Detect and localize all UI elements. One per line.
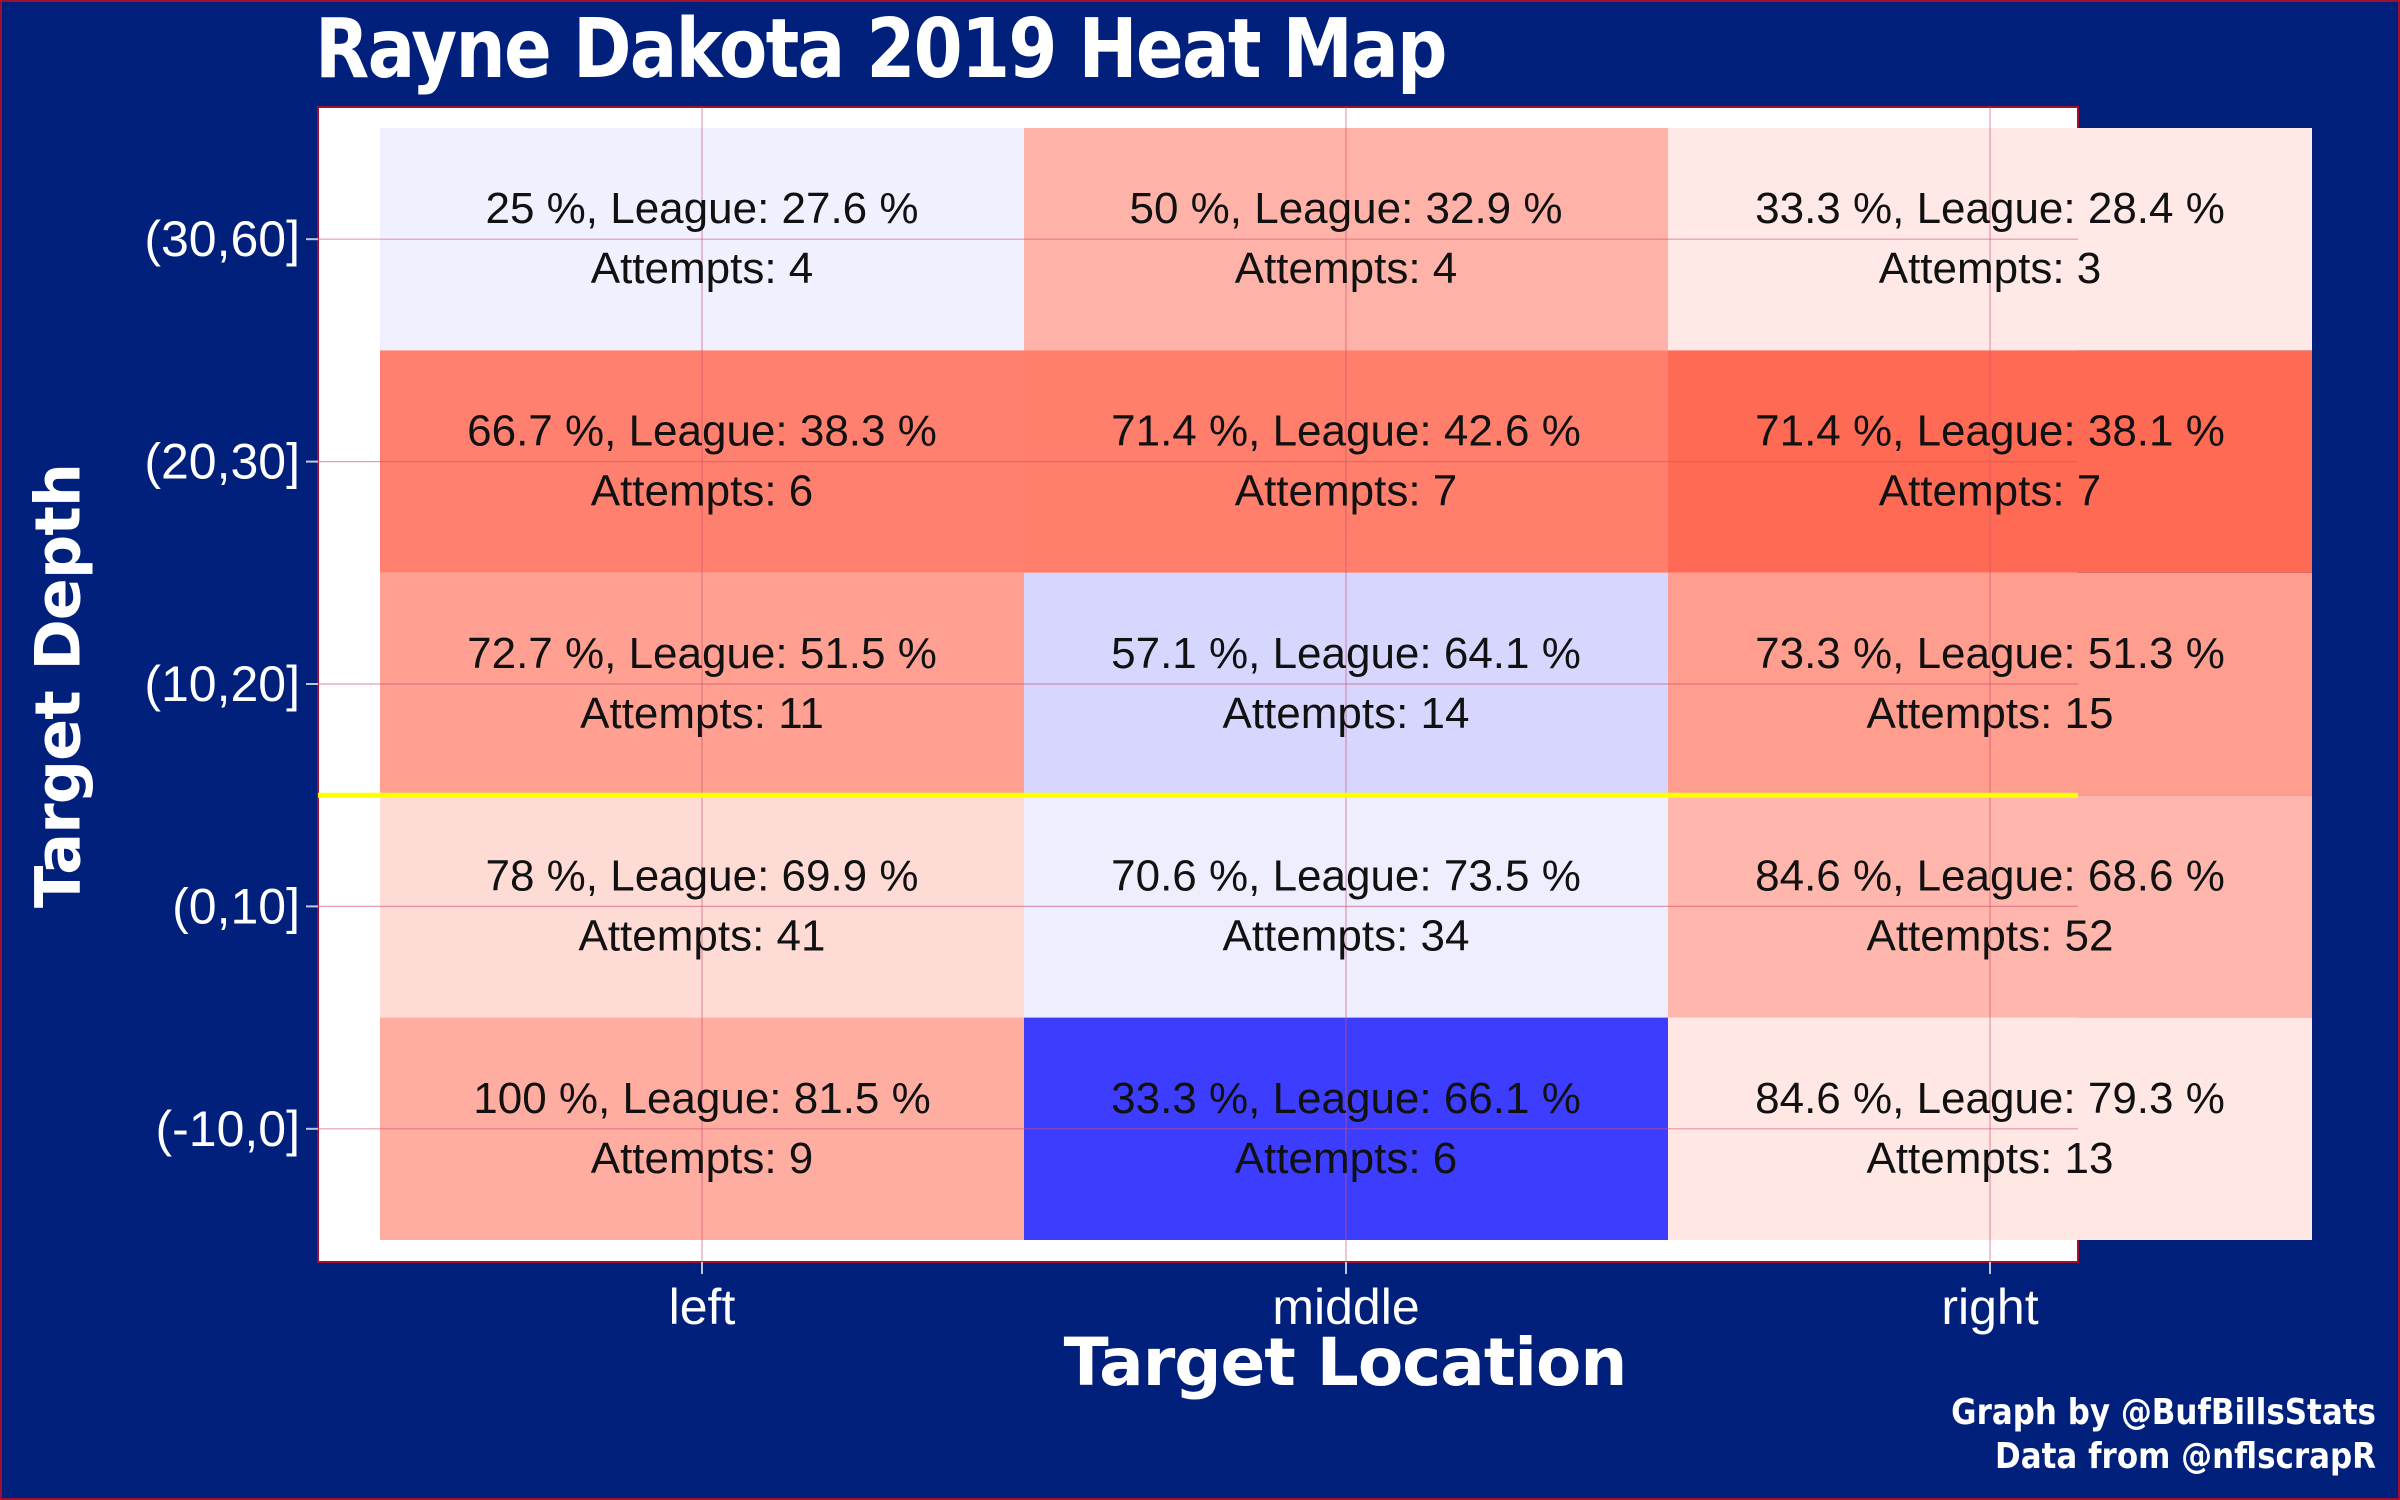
cell-attempts-label: Attempts: 11 xyxy=(580,689,824,738)
cell-value-label: 25 %, League: 27.6 % xyxy=(486,184,919,233)
x-tick-label: middle xyxy=(1272,1279,1419,1335)
cell-value-label: 33.3 %, League: 66.1 % xyxy=(1111,1074,1581,1123)
cell-value-label: 100 %, League: 81.5 % xyxy=(473,1074,930,1123)
y-axis-title: Target Depth xyxy=(21,463,95,909)
cell-value-label: 57.1 %, League: 64.1 % xyxy=(1111,629,1581,678)
cell-value-label: 50 %, League: 32.9 % xyxy=(1130,184,1563,233)
cell-attempts-label: Attempts: 9 xyxy=(591,1134,814,1183)
cell-attempts-label: Attempts: 13 xyxy=(1866,1134,2113,1183)
cell-attempts-label: Attempts: 15 xyxy=(1866,689,2113,738)
credit-graph-by: Graph by @BufBillsStats xyxy=(1951,1392,2376,1433)
cell-value-label: 33.3 %, League: 28.4 % xyxy=(1755,184,2225,233)
cell-attempts-label: Attempts: 6 xyxy=(591,467,814,516)
cell-value-label: 70.6 %, League: 73.5 % xyxy=(1111,851,1581,900)
y-tick-label: (10,20] xyxy=(144,656,300,712)
cell-attempts-label: Attempts: 6 xyxy=(1235,1134,1458,1183)
cell-value-label: 71.4 %, League: 38.1 % xyxy=(1755,407,2225,456)
y-tick-label: (0,10] xyxy=(172,878,300,934)
cell-attempts-label: Attempts: 7 xyxy=(1879,467,2102,516)
cell-attempts-label: Attempts: 41 xyxy=(578,911,825,960)
credit-data-from: Data from @nflscrapR xyxy=(1994,1436,2376,1477)
cell-value-label: 71.4 %, League: 42.6 % xyxy=(1111,407,1581,456)
cell-value-label: 66.7 %, League: 38.3 % xyxy=(467,407,937,456)
cell-value-label: 73.3 %, League: 51.3 % xyxy=(1755,629,2225,678)
cell-attempts-label: Attempts: 7 xyxy=(1235,467,1458,516)
cell-labels: 25 %, League: 27.6 % Attempts: 4 50 %, Lea… xyxy=(467,184,2225,1183)
cell-attempts-label: Attempts: 4 xyxy=(591,244,814,293)
x-tick-label: left xyxy=(669,1279,736,1335)
chart-title: Rayne Dakota 2019 Heat Map xyxy=(315,2,1447,97)
cell-value-label: 78 %, League: 69.9 % xyxy=(486,851,919,900)
cell-value-label: 84.6 %, League: 79.3 % xyxy=(1755,1074,2225,1123)
cell-value-label: 72.7 %, League: 51.5 % xyxy=(467,629,937,678)
cell-attempts-label: Attempts: 14 xyxy=(1222,689,1469,738)
cell-value-label: 84.6 %, League: 68.6 % xyxy=(1755,851,2225,900)
y-tick-label: (30,60] xyxy=(144,211,300,267)
cell-attempts-label: Attempts: 52 xyxy=(1866,911,2113,960)
grid-lines xyxy=(318,107,2078,1262)
x-tick-label: right xyxy=(1941,1279,2038,1335)
cell-attempts-label: Attempts: 34 xyxy=(1222,911,1469,960)
axis-ticks: left middle right (-10,0] (0,10] (10,20] (20,3… xyxy=(144,211,2038,1335)
x-axis-title: Target Location xyxy=(1063,1324,1628,1401)
y-tick-label: (20,30] xyxy=(144,434,300,490)
y-tick-label: (-10,0] xyxy=(155,1101,300,1157)
cell-attempts-label: Attempts: 4 xyxy=(1235,244,1458,293)
cell-attempts-label: Attempts: 3 xyxy=(1879,244,2102,293)
